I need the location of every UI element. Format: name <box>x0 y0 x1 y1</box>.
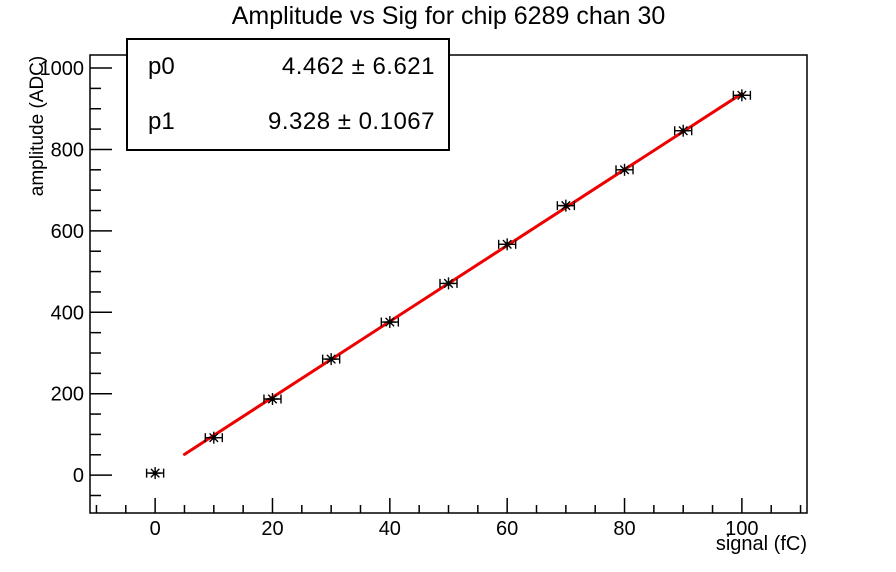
marker-center <box>270 396 275 402</box>
marker-center <box>563 203 569 208</box>
marker-center <box>328 356 334 362</box>
data-point <box>439 277 458 290</box>
stat-row-p0: p0 4.462 ± 6.621 <box>128 53 448 81</box>
data-point <box>732 89 752 102</box>
data-point <box>673 124 693 137</box>
marker-center <box>387 319 393 325</box>
data-point <box>556 199 576 212</box>
x-tick-label: 60 <box>496 518 518 540</box>
fit-line <box>182 92 744 456</box>
data-point <box>145 467 165 480</box>
y-tick-label: 600 <box>51 221 84 243</box>
fit-stats-box: p0 4.462 ± 6.621 p1 9.328 ± 0.1067 <box>126 38 450 151</box>
stat-param-name: p0 <box>148 53 175 81</box>
y-tick-label: 400 <box>51 302 84 324</box>
x-tick-label: 40 <box>379 518 401 540</box>
x-axis-title: signal (fC) <box>715 533 807 555</box>
x-tick-label: 0 <box>150 518 161 540</box>
y-tick-label: 1000 <box>40 58 85 80</box>
marker-center <box>211 435 217 440</box>
marker-center <box>504 242 510 247</box>
x-tick-label: 100 <box>725 518 758 540</box>
y-tick-label: 800 <box>51 139 84 161</box>
chart-title: Amplitude vs Sig for chip 6289 chan 30 <box>231 2 666 30</box>
y-tick-label: 200 <box>51 384 84 406</box>
data-point <box>380 316 400 329</box>
data-point <box>321 353 341 366</box>
marker-center <box>622 167 627 173</box>
stat-param-name: p1 <box>148 107 175 135</box>
data-point <box>263 393 282 406</box>
marker-center <box>446 281 451 286</box>
stat-row-p1: p1 9.328 ± 0.1067 <box>128 108 448 136</box>
marker-center <box>739 93 745 98</box>
y-tick-label: 0 <box>73 465 84 487</box>
x-tick-label: 80 <box>613 518 635 540</box>
stat-param-value: 4.462 ± 6.621 <box>281 53 435 81</box>
stat-param-value: 9.328 ± 0.1067 <box>268 107 435 135</box>
data-point <box>497 238 517 251</box>
marker-center <box>680 128 686 133</box>
data-point <box>204 431 224 444</box>
marker-center <box>152 470 158 476</box>
data-point <box>615 163 634 176</box>
x-tick-label: 20 <box>261 518 283 540</box>
